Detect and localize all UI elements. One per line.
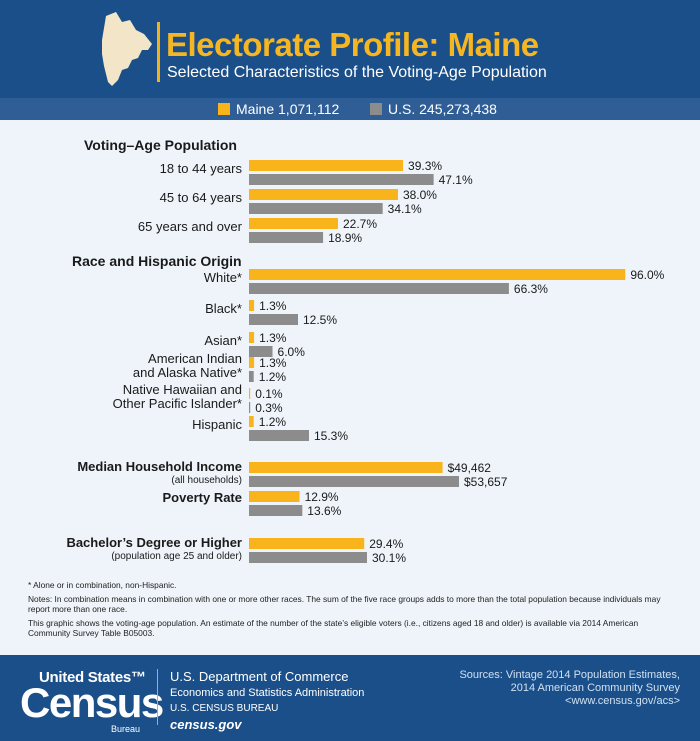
value-label-us: 13.6% — [307, 504, 341, 518]
section-title: Race and Hispanic Origin — [72, 253, 242, 269]
logo-united-states: United States™ — [39, 669, 146, 686]
notes: * Alone or in combination, non-Hispanic.… — [28, 580, 678, 642]
bar-maine — [249, 538, 365, 549]
page-title: Electorate Profile: Maine — [166, 26, 539, 63]
value-label-us: 66.3% — [514, 282, 548, 296]
section-title: Voting–Age Population — [84, 137, 237, 153]
legend-label-maine: Maine 1,071,112 — [236, 101, 340, 117]
value-label-maine: 38.0% — [403, 188, 437, 202]
value-label-us: 1.2% — [259, 370, 287, 384]
row-label: White* — [204, 270, 242, 285]
row-label: Other Pacific Islander* — [113, 396, 242, 411]
page-subtitle: Selected Characteristics of the Voting-A… — [167, 64, 547, 81]
bureau-name: U.S. CENSUS BUREAU — [170, 703, 279, 714]
source-line-2: 2014 American Community Survey — [510, 682, 680, 694]
value-label-maine: 29.4% — [369, 537, 403, 551]
value-label-maine: 1.3% — [259, 299, 287, 313]
footer-divider — [157, 669, 158, 725]
value-label-us: 18.9% — [328, 231, 362, 245]
bar-us — [249, 371, 254, 382]
note-voting-age: This graphic shows the voting-age popula… — [28, 618, 639, 638]
bar-us — [249, 346, 273, 357]
bar-maine — [249, 332, 255, 343]
value-label-us: 0.3% — [255, 401, 283, 415]
value-label-us: $53,657 — [464, 475, 508, 489]
dept-name: U.S. Department of Commerce — [170, 669, 349, 684]
bar-us — [249, 476, 459, 487]
value-label-maine: $49,462 — [448, 461, 492, 475]
source-line-1: Sources: Vintage 2014 Population Estimat… — [459, 669, 680, 681]
bar-maine — [249, 300, 255, 311]
value-label-us: 30.1% — [372, 551, 406, 565]
legend-item-maine: Maine 1,071,112 — [218, 101, 339, 117]
bar-maine — [249, 388, 251, 399]
bar-chart: Voting–Age Population 39.3%47.1% 18 to 44 … — [66, 137, 664, 565]
row-label: Asian* — [204, 333, 242, 348]
row-label: Median Household Income — [77, 459, 242, 474]
row-label: and Alaska Native* — [133, 365, 242, 380]
bar-maine — [249, 491, 300, 502]
legend-swatch-us — [370, 103, 382, 115]
row-sublabel: (population age 25 and older) — [111, 551, 242, 562]
bar-us — [249, 232, 324, 243]
value-label-us: 47.1% — [439, 173, 473, 187]
row-label: 65 years and over — [138, 219, 243, 234]
bar-maine — [249, 357, 255, 368]
bar-us — [249, 283, 509, 294]
row-label: American Indian — [148, 351, 242, 366]
bar-maine — [249, 218, 338, 229]
logo-bureau: Bureau — [111, 724, 141, 734]
value-label-us: 34.1% — [388, 202, 422, 216]
value-label-us: 12.5% — [303, 313, 337, 327]
value-label-maine: 1.2% — [259, 415, 287, 429]
legend: Maine 1,071,112 U.S. 245,273,438 — [0, 98, 700, 120]
value-label-us: 15.3% — [314, 429, 348, 443]
census-logo: Census — [20, 679, 164, 726]
bar-us — [249, 314, 298, 325]
bar-us — [249, 174, 434, 185]
esa-name: Economics and Statistics Administration — [170, 687, 365, 699]
row-label: Hispanic — [192, 417, 242, 432]
maine-map-icon — [102, 12, 152, 86]
value-label-us: 6.0% — [278, 345, 306, 359]
value-label-maine: 12.9% — [305, 490, 339, 504]
bar-us — [249, 203, 383, 214]
source-line-3: <www.census.gov/acs> — [565, 695, 680, 707]
bar-us — [249, 430, 309, 441]
bar-us — [249, 505, 303, 516]
row-label: Bachelor’s Degree or Higher — [66, 535, 242, 550]
legend-item-us: U.S. 245,273,438 — [370, 101, 497, 117]
value-label-maine: 1.3% — [259, 356, 287, 370]
row-label: 18 to 44 years — [160, 161, 243, 176]
bar-maine — [249, 416, 254, 427]
bar-maine — [249, 189, 398, 200]
row-label: 45 to 64 years — [160, 190, 243, 205]
row-label: Native Hawaiian and — [123, 382, 242, 397]
bar-us — [249, 552, 367, 563]
sources: Sources: Vintage 2014 Population Estimat… — [459, 669, 680, 708]
bar-maine — [249, 269, 626, 280]
bar-maine — [249, 462, 443, 473]
legend-swatch-maine — [218, 103, 230, 115]
website-link[interactable]: census.gov — [170, 717, 242, 732]
note-combination: Notes: In combination means in combinati… — [28, 594, 661, 614]
footer: United States™ Census Bureau U.S. Depart… — [0, 655, 700, 741]
header: Electorate Profile: Maine Selected Chara… — [0, 0, 700, 98]
value-label-maine: 22.7% — [343, 217, 377, 231]
row-label: Black* — [205, 301, 242, 316]
row-sublabel: (all households) — [171, 475, 242, 486]
value-label-maine: 96.0% — [630, 268, 664, 282]
row-label: Poverty Rate — [163, 490, 242, 505]
value-label-maine: 1.3% — [259, 331, 287, 345]
value-label-maine: 39.3% — [408, 159, 442, 173]
value-label-maine: 0.1% — [255, 387, 283, 401]
bar-us — [249, 402, 251, 413]
legend-label-us: U.S. 245,273,438 — [388, 101, 497, 117]
footnote: * Alone or in combination, non-Hispanic. — [28, 580, 177, 590]
title-divider — [157, 22, 160, 82]
bar-maine — [249, 160, 404, 171]
